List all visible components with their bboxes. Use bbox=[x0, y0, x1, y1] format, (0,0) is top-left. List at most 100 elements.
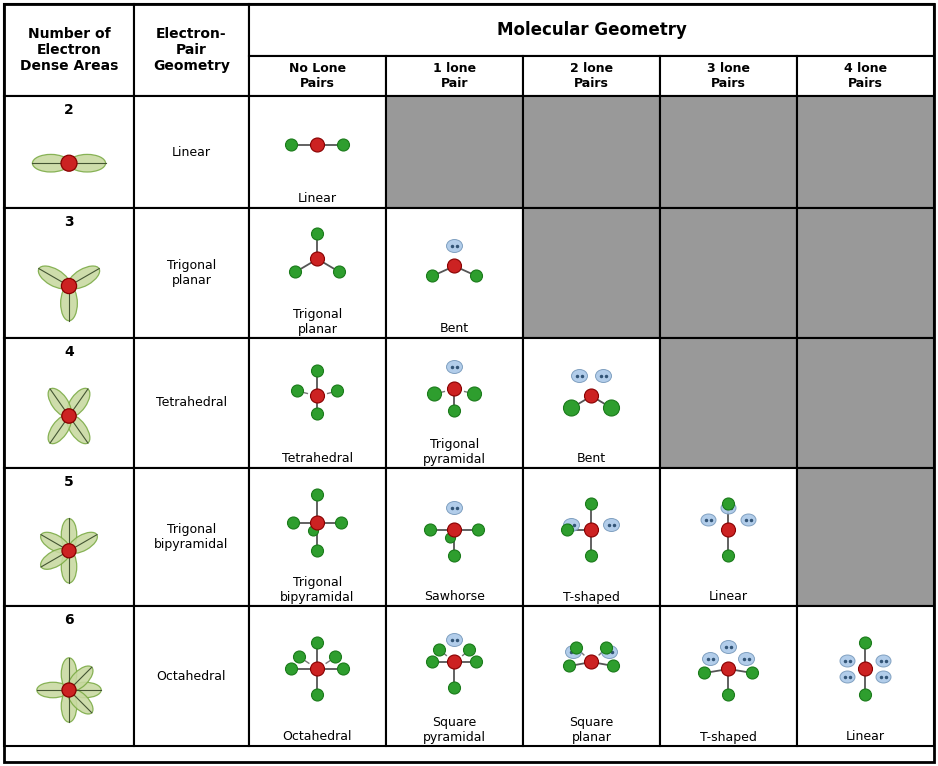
Text: Linear: Linear bbox=[709, 591, 748, 604]
Ellipse shape bbox=[446, 502, 462, 515]
Bar bbox=[249, 606, 386, 746]
Circle shape bbox=[428, 387, 442, 401]
Text: 3 lone
Pairs: 3 lone Pairs bbox=[707, 62, 750, 90]
Ellipse shape bbox=[446, 633, 462, 647]
Circle shape bbox=[311, 689, 324, 701]
Ellipse shape bbox=[703, 653, 719, 666]
Ellipse shape bbox=[601, 646, 617, 659]
Circle shape bbox=[721, 662, 735, 676]
Bar bbox=[249, 96, 386, 208]
Ellipse shape bbox=[68, 683, 101, 698]
Circle shape bbox=[858, 662, 872, 676]
Text: Trigonal
bipyramidal: Trigonal bipyramidal bbox=[155, 523, 229, 551]
Bar bbox=[660, 606, 797, 746]
Ellipse shape bbox=[61, 519, 77, 551]
Bar bbox=[4, 96, 134, 208]
Circle shape bbox=[425, 524, 436, 536]
Circle shape bbox=[427, 656, 438, 668]
Bar bbox=[386, 338, 523, 468]
Bar bbox=[249, 4, 934, 56]
Text: 4: 4 bbox=[64, 345, 74, 359]
Circle shape bbox=[562, 524, 573, 536]
Ellipse shape bbox=[61, 551, 77, 583]
Bar bbox=[134, 606, 249, 746]
Circle shape bbox=[62, 683, 76, 697]
Circle shape bbox=[433, 644, 446, 656]
Circle shape bbox=[585, 498, 598, 510]
Circle shape bbox=[310, 138, 325, 152]
Text: 1 lone
Pair: 1 lone Pair bbox=[433, 62, 477, 90]
Bar bbox=[386, 96, 523, 208]
Text: 2 lone
Pairs: 2 lone Pairs bbox=[570, 62, 613, 90]
Circle shape bbox=[310, 662, 325, 676]
Ellipse shape bbox=[48, 415, 71, 444]
Text: 4 lone
Pairs: 4 lone Pairs bbox=[844, 62, 887, 90]
Circle shape bbox=[564, 400, 580, 416]
Bar bbox=[523, 96, 660, 208]
Bar bbox=[797, 208, 934, 338]
Ellipse shape bbox=[61, 690, 77, 722]
Ellipse shape bbox=[40, 548, 69, 569]
Ellipse shape bbox=[33, 155, 69, 172]
Circle shape bbox=[310, 389, 325, 403]
Ellipse shape bbox=[741, 514, 756, 526]
Circle shape bbox=[309, 526, 319, 536]
Circle shape bbox=[446, 533, 456, 543]
Text: Tetrahedral: Tetrahedral bbox=[156, 397, 227, 410]
Circle shape bbox=[310, 252, 325, 266]
Ellipse shape bbox=[876, 671, 891, 683]
Circle shape bbox=[471, 270, 482, 282]
Circle shape bbox=[331, 385, 343, 397]
Ellipse shape bbox=[37, 683, 69, 698]
Circle shape bbox=[467, 387, 481, 401]
Bar bbox=[249, 208, 386, 338]
Ellipse shape bbox=[68, 689, 93, 714]
Bar bbox=[523, 56, 660, 96]
Bar bbox=[249, 468, 386, 606]
Circle shape bbox=[62, 409, 76, 423]
Text: Molecular Geometry: Molecular Geometry bbox=[496, 21, 687, 39]
Bar bbox=[4, 468, 134, 606]
Bar bbox=[249, 338, 386, 468]
Circle shape bbox=[311, 545, 324, 557]
Ellipse shape bbox=[67, 415, 90, 444]
Text: T-shaped: T-shaped bbox=[563, 591, 620, 604]
Bar bbox=[134, 96, 249, 208]
Text: Linear: Linear bbox=[846, 731, 885, 744]
Ellipse shape bbox=[701, 514, 716, 526]
Ellipse shape bbox=[68, 155, 106, 172]
Ellipse shape bbox=[446, 240, 462, 253]
Text: Number of
Electron
Dense Areas: Number of Electron Dense Areas bbox=[20, 27, 118, 74]
Ellipse shape bbox=[40, 532, 69, 553]
Bar bbox=[134, 4, 249, 96]
Ellipse shape bbox=[840, 655, 855, 667]
Ellipse shape bbox=[876, 655, 891, 667]
Bar bbox=[386, 606, 523, 746]
Circle shape bbox=[329, 651, 341, 663]
Bar bbox=[523, 606, 660, 746]
Bar bbox=[797, 606, 934, 746]
Circle shape bbox=[722, 550, 734, 562]
Text: Square
pyramidal: Square pyramidal bbox=[423, 716, 486, 744]
Circle shape bbox=[285, 139, 297, 151]
Text: Linear: Linear bbox=[298, 192, 337, 205]
Text: 3: 3 bbox=[64, 215, 74, 229]
Circle shape bbox=[311, 637, 324, 649]
Ellipse shape bbox=[48, 388, 71, 417]
Circle shape bbox=[473, 524, 485, 536]
Bar bbox=[4, 208, 134, 338]
Circle shape bbox=[334, 266, 345, 278]
Bar bbox=[134, 208, 249, 338]
Ellipse shape bbox=[38, 266, 69, 289]
Text: Tetrahedral: Tetrahedral bbox=[282, 453, 353, 466]
Circle shape bbox=[585, 550, 598, 562]
Text: Trigonal
pyramidal: Trigonal pyramidal bbox=[423, 438, 486, 466]
Bar bbox=[660, 468, 797, 606]
Circle shape bbox=[600, 642, 613, 654]
Circle shape bbox=[564, 660, 576, 672]
Text: Bent: Bent bbox=[440, 322, 469, 336]
Circle shape bbox=[285, 663, 297, 675]
Bar bbox=[660, 56, 797, 96]
Circle shape bbox=[288, 517, 299, 529]
Circle shape bbox=[447, 259, 461, 273]
